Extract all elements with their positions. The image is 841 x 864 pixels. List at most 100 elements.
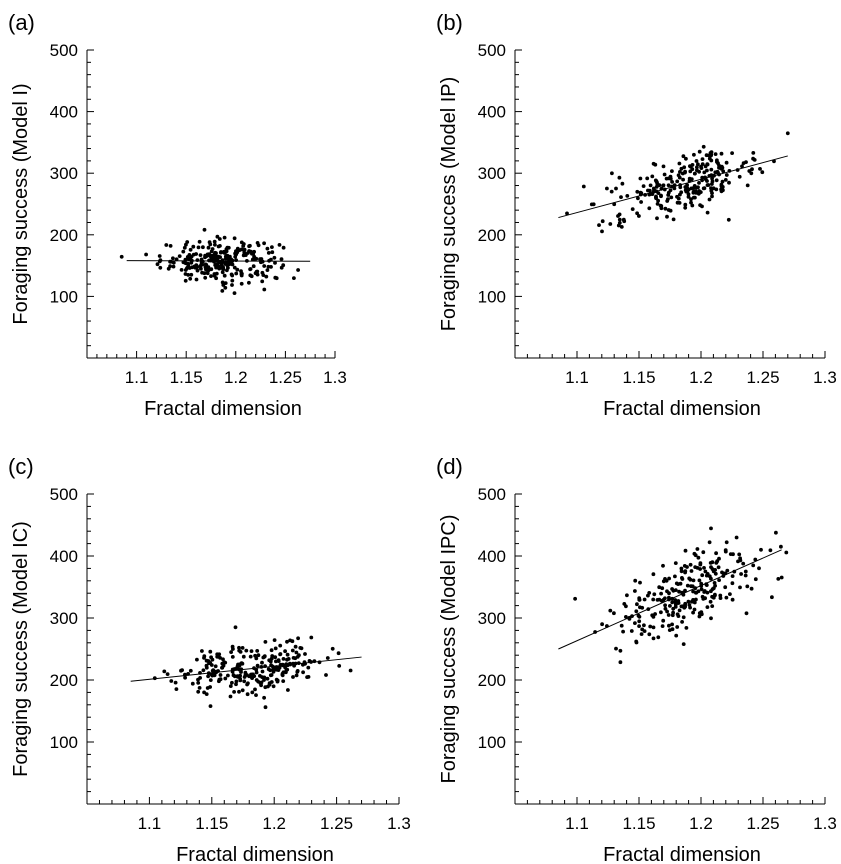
data-point <box>710 194 714 199</box>
data-point <box>641 184 646 189</box>
data-point <box>675 625 680 629</box>
data-point <box>727 180 731 185</box>
data-point <box>709 167 714 172</box>
data-point <box>157 259 162 264</box>
x-tick-label: 1.15 <box>622 368 655 387</box>
data-point <box>647 632 652 637</box>
data-point <box>716 565 721 570</box>
data-point <box>237 689 241 694</box>
data-point <box>717 578 721 582</box>
data-point <box>278 643 283 648</box>
data-point <box>638 580 642 585</box>
data-point <box>699 581 704 586</box>
data-point <box>745 183 750 188</box>
data-point <box>565 211 569 216</box>
data-point <box>660 624 665 628</box>
data-point <box>651 636 656 641</box>
data-point <box>664 578 669 583</box>
data-point <box>234 679 239 684</box>
data-point <box>670 627 675 632</box>
data-point <box>294 650 299 655</box>
data-point <box>248 267 253 271</box>
data-point <box>691 598 695 602</box>
data-point <box>682 165 687 170</box>
data-point <box>241 654 246 659</box>
data-point <box>654 185 659 189</box>
data-point <box>770 595 774 600</box>
data-point <box>173 680 178 685</box>
data-point <box>248 249 253 254</box>
data-point <box>214 265 219 270</box>
data-point <box>680 171 685 176</box>
data-point <box>169 679 174 683</box>
y-axis-title: Foraging success (Model IPC) <box>438 515 460 784</box>
data-point <box>183 675 188 680</box>
data-point <box>325 656 330 660</box>
data-point <box>635 211 639 216</box>
data-point <box>209 274 213 278</box>
data-point <box>242 250 247 255</box>
data-point <box>252 249 256 254</box>
data-point <box>663 206 668 211</box>
data-point <box>633 578 638 583</box>
data-point <box>675 612 680 617</box>
data-point <box>208 678 213 682</box>
data-point <box>701 186 706 191</box>
y-tick-label: 400 <box>478 103 506 122</box>
data-point <box>705 183 710 188</box>
data-point <box>220 289 225 293</box>
data-point <box>266 251 271 255</box>
data-point <box>612 611 616 616</box>
data-point <box>614 186 618 191</box>
data-point <box>573 596 577 601</box>
data-point <box>231 647 235 651</box>
data-point <box>218 250 223 255</box>
data-point <box>284 668 289 672</box>
data-point <box>653 162 658 167</box>
data-point <box>675 200 680 205</box>
data-point <box>200 262 205 267</box>
data-point <box>674 633 679 638</box>
x-tick-label: 1.2 <box>689 814 713 833</box>
data-point <box>633 589 637 593</box>
data-point <box>681 642 686 646</box>
data-point <box>760 170 765 175</box>
data-point <box>212 673 217 678</box>
data-point <box>673 561 678 565</box>
data-point <box>174 257 179 262</box>
data-point <box>698 567 702 571</box>
data-point <box>260 270 265 275</box>
data-point <box>684 626 689 630</box>
data-point <box>220 270 225 275</box>
data-point <box>619 225 624 229</box>
data-point <box>206 265 211 270</box>
data-point <box>273 261 277 265</box>
data-point <box>276 668 281 672</box>
data-point <box>209 663 214 667</box>
data-point <box>232 291 237 295</box>
data-point <box>696 185 700 190</box>
data-point <box>207 661 211 666</box>
data-point <box>694 159 699 163</box>
data-point <box>209 267 214 272</box>
data-point <box>269 648 274 653</box>
data-point <box>693 553 698 558</box>
data-point <box>265 676 270 681</box>
data-point <box>237 645 241 650</box>
y-tick-label: 300 <box>478 609 506 628</box>
data-point <box>252 674 257 678</box>
data-point <box>651 572 656 577</box>
data-point <box>217 260 222 265</box>
data-point <box>197 239 202 244</box>
data-point <box>705 168 709 173</box>
data-point <box>299 646 304 651</box>
data-point <box>715 559 720 564</box>
data-point <box>730 597 735 602</box>
data-point <box>278 652 283 656</box>
data-point <box>683 569 688 573</box>
y-tick-label: 500 <box>50 41 78 60</box>
y-tick-label: 500 <box>50 485 78 504</box>
data-point <box>239 662 243 666</box>
data-point <box>659 591 663 596</box>
data-point <box>630 207 635 212</box>
